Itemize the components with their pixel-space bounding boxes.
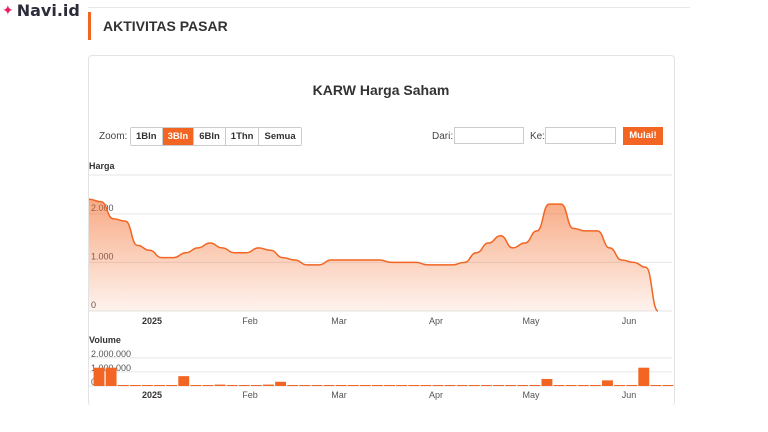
volume-bar [214, 384, 226, 386]
volume-bar [141, 385, 153, 386]
x-tick-label: 2025 [142, 390, 162, 400]
to-date-input[interactable] [545, 127, 616, 144]
volume-bar [335, 385, 347, 386]
volume-bar [275, 381, 287, 386]
price-line [88, 198, 659, 312]
volume-bar [250, 385, 262, 386]
volume-bar [493, 385, 504, 386]
volume-bar [384, 385, 396, 386]
volume-bar [408, 385, 420, 386]
volume-bar [602, 380, 613, 386]
volume-bar [202, 385, 214, 386]
volume-bar [190, 385, 202, 386]
volume-bar [577, 385, 589, 386]
volume-bar [565, 385, 577, 386]
x-tick-label: Mar [331, 390, 347, 400]
volume-bar [311, 385, 323, 386]
x-tick-label: Jun [622, 390, 637, 400]
volume-bar [323, 385, 335, 386]
volume-tick-label: 0 [91, 377, 96, 387]
volume-bar [553, 385, 565, 386]
x-tick-label: May [522, 316, 540, 326]
volume-bar [238, 385, 250, 386]
volume-bar [117, 385, 129, 386]
volume-bar [529, 385, 541, 386]
volume-bar [444, 385, 456, 386]
volume-bar [396, 385, 408, 386]
from-date-input[interactable] [454, 127, 524, 144]
section-title: AKTIVITAS PASAR [103, 18, 228, 34]
x-tick-label: 2025 [142, 316, 162, 326]
volume-bar [420, 385, 432, 386]
volume-bar [517, 385, 529, 386]
x-tick-label: Apr [429, 390, 443, 400]
zoom-1bln-button[interactable]: 1Bln [131, 128, 163, 145]
volume-bar [129, 385, 141, 386]
start-button[interactable]: Mulai! [623, 127, 663, 145]
volume-bar [541, 378, 553, 386]
volume-bar [154, 385, 165, 386]
volume-bar [347, 385, 359, 386]
x-tick-label: May [522, 390, 540, 400]
chart-title: KARW Harga Saham [312, 82, 450, 98]
volume-bar [589, 385, 601, 386]
to-label: Ke: [530, 131, 546, 142]
volume-bar [480, 385, 492, 386]
zoom-1thn-button[interactable]: 1Thn [225, 128, 260, 145]
volume-bar [263, 384, 274, 386]
volume-bar [468, 385, 480, 386]
zoom-label: Zoom: [99, 131, 128, 142]
x-tick-label: Apr [429, 316, 443, 326]
volume-bar [287, 385, 299, 386]
volume-bar [638, 367, 650, 386]
brand-logo[interactable]: ✦ Navi.id [2, 0, 80, 20]
volume-tick-label: 2.000.000 [91, 349, 131, 359]
volume-bar [505, 385, 517, 386]
volume-bar [371, 385, 383, 386]
zoom-6bln-button[interactable]: 6Bln [194, 128, 226, 145]
zoom-button-group: 1Bln 3Bln 6Bln 1Thn Semua [130, 127, 302, 146]
x-tick-label: Mar [331, 316, 347, 326]
x-tick-label: Jun [622, 316, 637, 326]
volume-bar [614, 385, 626, 386]
volume-bar [626, 385, 638, 386]
zoom-semua-button[interactable]: Semua [259, 128, 301, 145]
volume-bar [662, 385, 674, 386]
logo-text: Navi.id [16, 0, 80, 20]
volume-bar [226, 385, 238, 386]
price-axis-label: Harga [89, 161, 116, 171]
from-label: Dari: [432, 131, 454, 142]
logo-icon: ✦ [2, 2, 14, 18]
chart-card [88, 55, 675, 406]
volume-axis-label: Volume [89, 335, 121, 345]
volume-bar [166, 385, 178, 386]
volume-bar [105, 367, 117, 386]
divider [88, 7, 690, 8]
x-tick-label: Feb [242, 316, 258, 326]
volume-bar [650, 385, 662, 386]
price-area [89, 199, 658, 311]
volume-bar [178, 376, 190, 386]
volume-bar [359, 385, 371, 386]
zoom-3bln-button[interactable]: 3Bln [162, 128, 195, 145]
volume-bar [299, 385, 311, 386]
volume-bar [432, 385, 444, 386]
x-tick-label: Feb [242, 390, 258, 400]
section-header: AKTIVITAS PASAR [88, 12, 228, 40]
volume-bar [456, 385, 468, 386]
volume-bar [93, 367, 105, 386]
